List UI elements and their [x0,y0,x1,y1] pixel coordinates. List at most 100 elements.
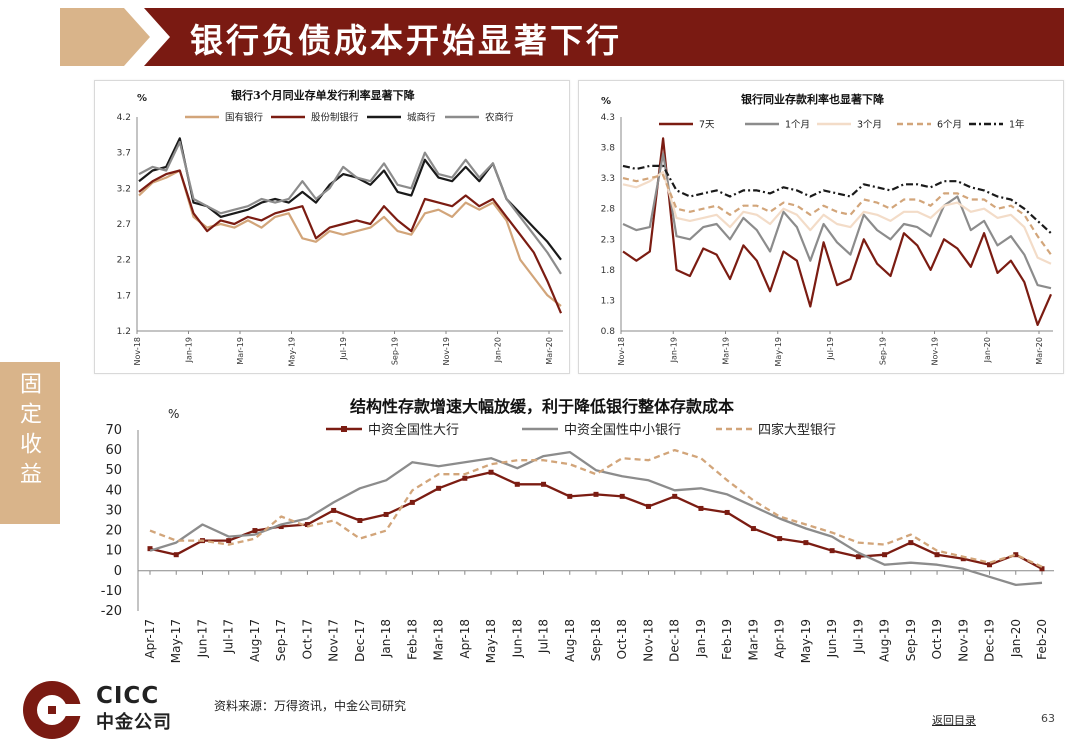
data-point-marker [934,552,940,558]
x-tick-label: Apr-19 [773,619,787,659]
x-tick-label: Dec-17 [353,619,367,662]
chart-panel-interbank: 银行同业存款利率也显著下降 % 4.3 3.8 3.3 2.8 2.3 1.8 1.3 0.8 N… [578,80,1064,374]
data-point-marker [882,552,888,558]
x-tick-label: May-19 [799,619,813,663]
x-tick-label: Jun-18 [510,619,524,658]
data-point-marker [409,499,415,505]
y-tick-label: -20 [101,604,122,619]
x-tick-label: Mar-19 [722,337,731,365]
x-tick-label: Sep-19 [904,619,918,661]
x-tick-label: Jan-20 [983,337,992,363]
x-tick-label: Oct-19 [930,619,944,659]
y-tick-label: 2.2 [117,256,131,266]
x-tick-label: Jan-19 [694,619,708,658]
y-tick-label: 2.7 [117,220,131,230]
x-tick-label: Sep-17 [274,619,288,661]
legend-label-2: 四家大型银行 [758,422,836,438]
legend-label-0: 国有银行 [225,112,264,124]
side-tab-label: 固定收益 [16,372,41,492]
data-point-marker [672,493,678,499]
y-tick-label: 3.7 [117,149,131,159]
x-tick-label: Feb-19 [720,619,734,660]
y-tick-label: 2.3 [601,235,615,245]
back-to-contents-link[interactable]: 返回目录 [932,714,976,727]
y-tick-label: -10 [101,584,122,599]
chart-title-structured: 结构性存款增速大幅放缓，利于降低银行整体存款成本 [350,397,735,416]
data-point-marker [829,548,835,554]
data-point-marker [777,536,783,542]
page-title: 银行负债成本开始显著下行 [190,21,622,60]
y-tick-label: 20 [105,524,122,539]
title-band [144,8,1064,66]
x-tick-label: Sep-18 [589,619,603,661]
chart-structured: % 70 60 50 40 30 20 10 0 -10 -20 Apr-17 May-17 Jun-17… [101,407,1054,663]
data-point-marker [488,469,494,475]
data-point-marker [252,528,258,534]
x-tick-label: Nov-19 [956,619,970,662]
data-point-marker [278,524,284,530]
x-tick-label: Jul-19 [851,619,865,654]
data-point-marker [908,540,914,546]
data-point-marker [593,491,599,497]
y-tick-label: 70 [105,423,122,438]
x-tick-label: Nov-18 [641,619,655,662]
series-line-3 [622,173,1052,256]
x-tick-label: May-17 [169,619,183,663]
data-point-marker [436,485,442,491]
y-tick-label: 3.8 [601,144,616,154]
data-point-marker [147,546,153,552]
x-tick-label: Oct-17 [300,619,314,659]
y-tick-label: 4.3 [601,113,615,123]
legend-label-4: 1年 [1009,119,1025,131]
unit-label: % [168,407,179,421]
x-tick-label: Nov-17 [327,619,341,662]
data-point-marker [304,522,310,528]
legend-label-1: 股份制银行 [311,112,359,124]
series-line-0 [149,471,1043,570]
data-point-marker [514,481,520,487]
data-point-marker [383,511,389,517]
data-point-marker [645,503,651,509]
x-tick-label: Apr-17 [143,619,157,659]
x-tick-label: Jan-20 [494,337,503,363]
data-point-marker [541,481,547,487]
x-tick-label: Nov-19 [931,337,940,365]
x-tick-label: Sep-19 [391,337,400,365]
series-line-2 [149,448,1043,568]
x-tick-label: Mar-20 [1035,337,1044,365]
legend-label-1: 1个月 [785,120,810,131]
x-tick-label: May-19 [774,337,783,366]
y-tick-label: 60 [105,443,122,458]
unit-label: % [137,93,147,104]
source-note: 资料来源：万得资讯，中金公司研究 [214,699,407,713]
data-point-marker [724,509,730,515]
page-number: 63 [1041,712,1055,725]
series-line-1 [622,152,1052,290]
data-point-marker [698,505,704,511]
data-point-marker [855,554,861,560]
x-tick-label: Nov-18 [133,337,142,365]
x-tick-label: Jul-18 [537,619,551,654]
x-tick-label: Jul-17 [222,619,236,654]
logo-text-en: CICC [96,683,160,709]
chart-title-interbank: 银行同业存款利率也显著下降 [741,93,884,106]
data-point-marker [619,493,625,499]
y-tick-label: 4.2 [117,113,131,123]
x-tick-label: Feb-18 [405,619,419,660]
y-tick-label: 1.3 [601,296,615,306]
chart-panel-ncd: 银行3个月同业存单发行利率显著下降 % 4.2 3.7 3.2 2.7 2.2 1.7 1.2… [94,80,570,374]
x-tick-label: Jul-19 [339,337,348,361]
x-tick-label: Jun-19 [825,619,839,658]
x-tick-label: Jan-19 [185,337,194,363]
series-line-0 [138,169,562,307]
y-tick-label: 2.8 [601,205,616,215]
data-point-marker [750,526,756,532]
y-tick-label: 0 [114,564,122,579]
data-point-marker [173,552,179,558]
x-tick-label: Aug-18 [563,619,577,662]
x-tick-label: May-19 [288,337,297,366]
data-point-marker [803,540,809,546]
legend-label-0: 中资全国性大行 [368,422,459,438]
